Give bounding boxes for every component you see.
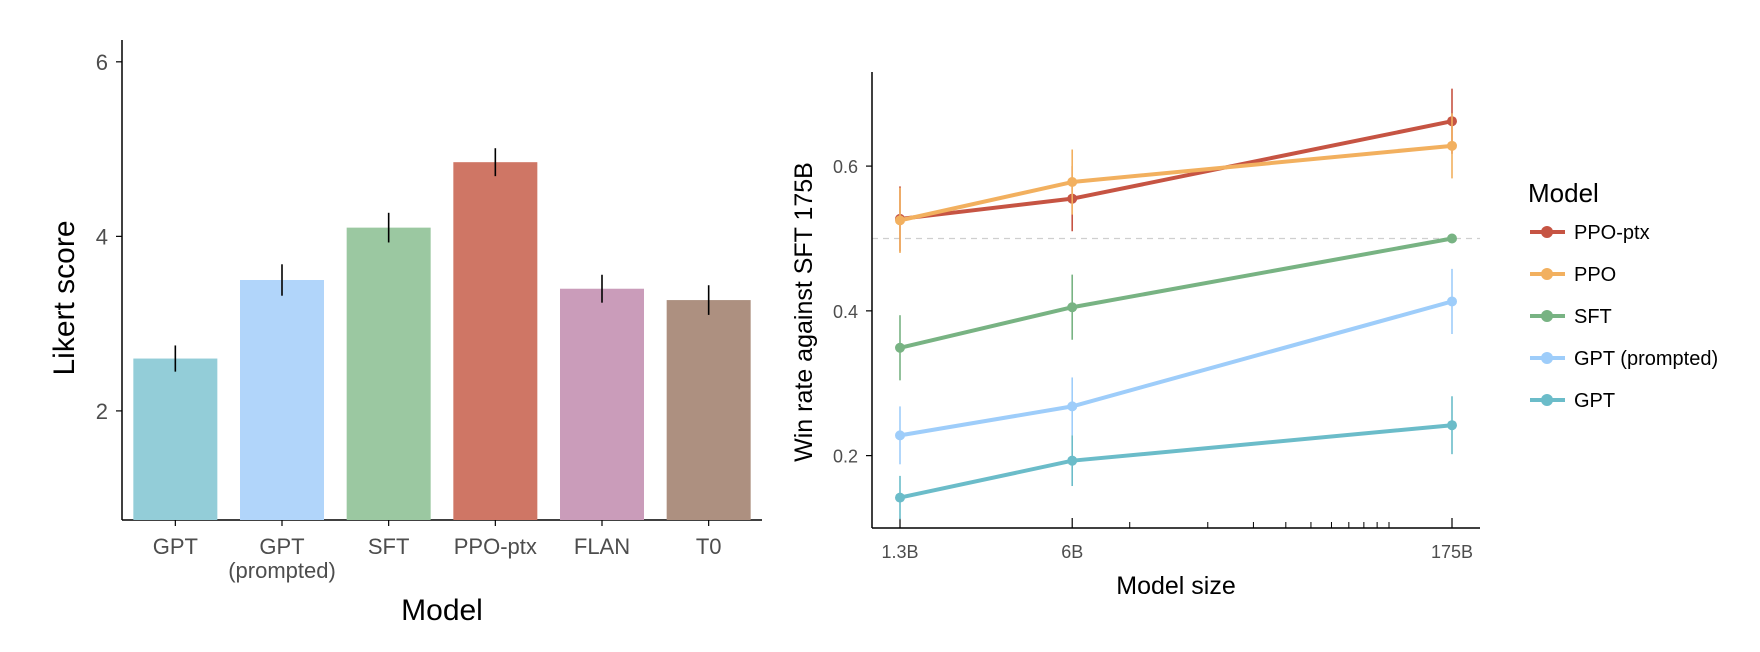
bar — [346, 227, 431, 521]
legend-label: PPO — [1574, 264, 1616, 286]
x-tick-label-line: (prompted) — [228, 558, 336, 583]
legend-swatch-marker — [1541, 310, 1553, 322]
series-line — [898, 423, 1454, 500]
legend-label: SFT — [1574, 306, 1612, 328]
win-rate-line-chart: 0.2 0.4 0.6 1.3B 6B 175B Model size Win rate ag… — [790, 72, 1718, 600]
x-tick-label: SFT — [368, 534, 410, 559]
data-point — [1447, 420, 1457, 431]
data-point — [1067, 401, 1078, 412]
x-axis-title: Model — [401, 594, 483, 627]
legend-item: SFT — [1530, 306, 1612, 328]
data-point — [1067, 177, 1078, 188]
data-point — [895, 342, 905, 353]
x-tick-label-line: FLAN — [574, 534, 630, 559]
x-tick-label-line: GPT — [259, 534, 304, 559]
series-line — [898, 236, 1454, 350]
x-tick-label: T0 — [696, 534, 722, 559]
series-gpt — [895, 396, 1457, 520]
legend-swatch-marker — [1541, 268, 1553, 280]
y-tick-label: 0.4 — [833, 302, 858, 322]
series-ppo — [895, 113, 1457, 253]
x-tick-label: 175B — [1431, 542, 1473, 562]
series-ppo-ptx — [895, 88, 1457, 252]
bar — [240, 280, 324, 520]
series-line — [898, 119, 1454, 221]
legend-item: GPT — [1530, 390, 1615, 412]
data-point — [1067, 302, 1078, 313]
legend-item: PPO-ptx — [1530, 222, 1650, 244]
data-point — [1447, 140, 1457, 151]
y-tick-label: 2 — [96, 399, 108, 424]
legend-label: GPT — [1574, 390, 1615, 412]
legend-item: PPO — [1530, 264, 1616, 286]
x-axis-title: Model size — [1116, 572, 1236, 600]
x-tick-label: PPO-ptx — [454, 534, 537, 559]
x-tick-label-line: PPO-ptx — [454, 534, 537, 559]
legend-label: GPT (prompted) — [1574, 348, 1718, 370]
data-point — [895, 430, 905, 441]
y-axis-title: Likert score — [48, 220, 81, 375]
bar — [453, 162, 538, 520]
bar — [560, 288, 644, 520]
data-point — [1067, 455, 1078, 466]
legend-label: PPO-ptx — [1574, 222, 1650, 244]
bar — [133, 358, 218, 520]
series-gpt-prompted- — [895, 268, 1457, 465]
legend-title: Model — [1528, 178, 1599, 208]
x-tick-label-line: SFT — [368, 534, 410, 559]
y-tick-label: 0.2 — [833, 447, 858, 467]
x-tick-label: FLAN — [574, 534, 630, 559]
y-axis-title: Win rate against SFT 175B — [790, 162, 818, 462]
x-tick-label: GPT (prompted) — [228, 534, 336, 583]
data-point — [1447, 233, 1457, 244]
y-tick-label: 0.6 — [833, 157, 858, 177]
legend: Model PPO-ptx PPO SFT GPT (prompted) GPT — [1528, 178, 1718, 412]
data-point — [1447, 296, 1457, 307]
x-tick-label: GPT — [153, 534, 198, 559]
x-tick-label-line: T0 — [696, 534, 722, 559]
y-tick-label: 4 — [96, 224, 108, 249]
y-tick-label: 6 — [96, 50, 108, 75]
x-tick-label: 6B — [1061, 542, 1083, 562]
legend-swatch-marker — [1541, 352, 1553, 364]
data-point — [895, 215, 905, 226]
x-tick-label: 1.3B — [881, 542, 918, 562]
x-tick-label-line: GPT — [153, 534, 198, 559]
bar — [666, 300, 751, 520]
data-point — [895, 492, 905, 503]
legend-swatch-marker — [1541, 394, 1553, 406]
series-sft — [895, 233, 1457, 381]
legend-item: GPT (prompted) — [1530, 348, 1718, 370]
series-line — [898, 299, 1454, 438]
legend-swatch-marker — [1541, 226, 1553, 238]
